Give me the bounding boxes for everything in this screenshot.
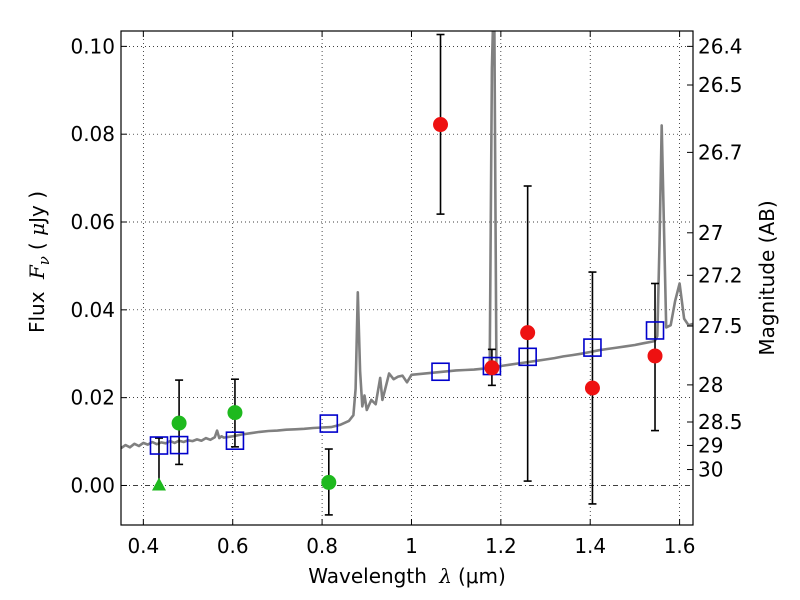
measured-flux-point xyxy=(171,415,187,431)
model-photometry-square xyxy=(149,436,169,455)
plot-area xyxy=(121,31,693,516)
x-tick-labels: 0.4 0.6 0.8 1 1.2 1.4 1.6 xyxy=(127,534,695,558)
measured-flux-point xyxy=(520,325,536,341)
x-tick-label: 1.2 xyxy=(485,534,517,558)
magnitude-tick-label: 26.7 xyxy=(698,140,743,164)
axes-frame xyxy=(120,30,694,526)
upper-limit-triangle xyxy=(151,477,166,491)
magnitude-tick-label: 28.5 xyxy=(698,410,743,434)
measured-flux-point xyxy=(584,380,600,396)
y-tick-label: 0.06 xyxy=(70,210,115,234)
magnitude-tick-label: 26.5 xyxy=(698,73,743,97)
magnitude-tick-label: 27.5 xyxy=(698,314,743,338)
measured-flux-point xyxy=(484,360,500,376)
measured-flux-point xyxy=(433,117,449,133)
magnitude-tick-label: 27 xyxy=(698,221,723,245)
y-tick-label: 0.02 xyxy=(70,386,115,410)
plot-contents xyxy=(121,31,693,516)
magnitude-tick-label: 29 xyxy=(698,433,723,457)
magnitude-tick-label: 30 xyxy=(698,458,723,482)
model-photometry-square xyxy=(169,435,189,455)
x-tick-label: 1.6 xyxy=(664,534,696,558)
y-tick-label: 0.08 xyxy=(70,122,115,146)
model-spectrum-line xyxy=(121,31,693,450)
magnitude-tick-label: 28 xyxy=(698,373,723,397)
model-photometry-square xyxy=(583,338,602,357)
x-tick-label: 0.8 xyxy=(306,534,338,558)
x-axis-label: Wavelength λ (μm) xyxy=(308,564,506,588)
measured-flux-point xyxy=(647,348,663,364)
grid-lines xyxy=(121,31,693,525)
y-tick-label: 0.00 xyxy=(70,473,115,497)
model-photometry-square xyxy=(431,362,450,382)
x-tick-label: 0.4 xyxy=(127,534,159,558)
x-tick-label: 1.4 xyxy=(574,534,606,558)
y-tick-labels: 0.00 0.02 0.04 0.06 0.08 0.10 xyxy=(70,34,115,497)
measured-flux-point xyxy=(227,405,243,421)
y2-axis-label: Magnitude (AB) xyxy=(755,200,779,355)
model-photometry-square xyxy=(319,414,339,433)
y-tick-label: 0.04 xyxy=(70,298,115,322)
axis-ticks xyxy=(121,31,693,525)
model-photometry-square xyxy=(645,321,665,340)
model-photometry-square xyxy=(518,347,537,367)
x-tick-label: 1 xyxy=(405,534,418,558)
measured-flux-point xyxy=(321,474,337,490)
magnitude-tick-label: 27.2 xyxy=(698,263,743,287)
y-tick-label: 0.10 xyxy=(70,34,115,58)
magnitude-tick-label: 26.4 xyxy=(698,34,743,58)
model-photometry-square xyxy=(225,431,245,450)
y-axis-label: Flux Fν( μJy ) xyxy=(25,191,53,333)
x-tick-label: 0.6 xyxy=(217,534,249,558)
